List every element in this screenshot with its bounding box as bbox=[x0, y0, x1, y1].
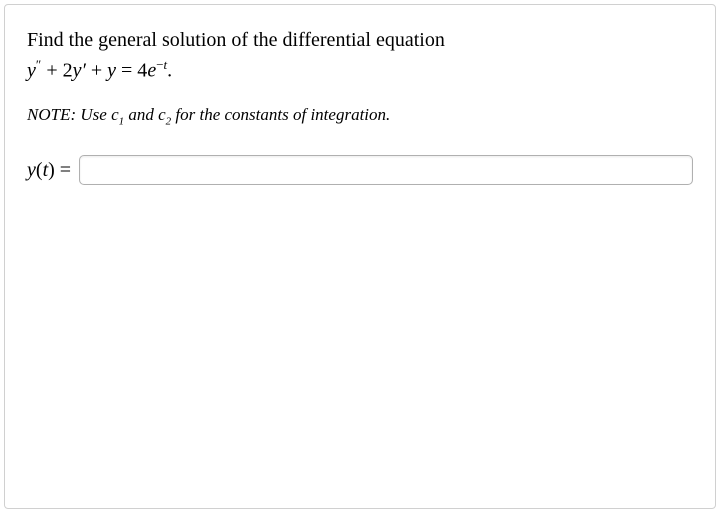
problem-statement: Find the general solution of the differe… bbox=[27, 25, 693, 55]
note-c1: c bbox=[111, 105, 119, 124]
note-c2: c bbox=[158, 105, 166, 124]
note-prefix: NOTE: Use bbox=[27, 105, 111, 124]
eq-yprime: y′ bbox=[73, 60, 86, 82]
eq-plus-2: + 2 bbox=[41, 60, 72, 82]
eq-equals-4: = 4 bbox=[116, 60, 147, 82]
eq-period: . bbox=[167, 60, 172, 82]
eq-y2: y bbox=[107, 60, 116, 82]
answer-label: y(t) = bbox=[27, 159, 71, 182]
eq-exp-minus: − bbox=[156, 57, 163, 72]
eq-plus: + bbox=[86, 60, 107, 82]
note-suffix: for the constants of integration. bbox=[171, 105, 390, 124]
answer-row: y(t) = bbox=[27, 155, 693, 185]
eq-e: e bbox=[147, 60, 156, 82]
note-and: and bbox=[124, 105, 158, 124]
eq-y1: y bbox=[27, 60, 36, 82]
problem-container: Find the general solution of the differe… bbox=[4, 4, 716, 509]
label-paren-close: ) bbox=[48, 159, 55, 181]
answer-input[interactable] bbox=[79, 155, 693, 185]
label-paren-open: ( bbox=[36, 159, 43, 181]
note-text: NOTE: Use c1 and c2 for the constants of… bbox=[27, 105, 693, 127]
differential-equation: y″ + 2y′ + y = 4e−t. bbox=[27, 57, 693, 83]
label-equals: = bbox=[55, 159, 71, 181]
label-y: y bbox=[27, 159, 36, 181]
